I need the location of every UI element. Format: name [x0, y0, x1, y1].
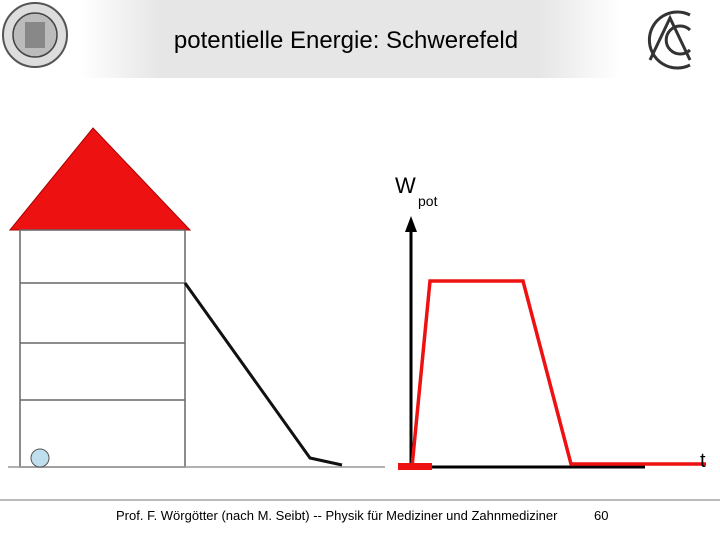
house: [8, 127, 192, 468]
ball: [30, 448, 50, 468]
institute-logo: [647, 10, 692, 70]
slide-path: [183, 282, 343, 467]
x-axis-label: t: [700, 450, 706, 472]
header-band: [80, 0, 620, 78]
footer-text: Prof. F. Wörgötter (nach M. Seibt) -- Ph…: [116, 508, 558, 523]
y-axis-subscript: pot: [418, 193, 438, 209]
y-axis-label: W: [395, 173, 416, 198]
seal-logo: [2, 2, 68, 68]
energy-curve: [410, 279, 706, 468]
page-number: 60: [594, 508, 608, 523]
slide-title: potentielle Energie: Schwerefeld: [174, 27, 518, 54]
axes: [405, 216, 645, 469]
start-marker: [398, 463, 432, 470]
